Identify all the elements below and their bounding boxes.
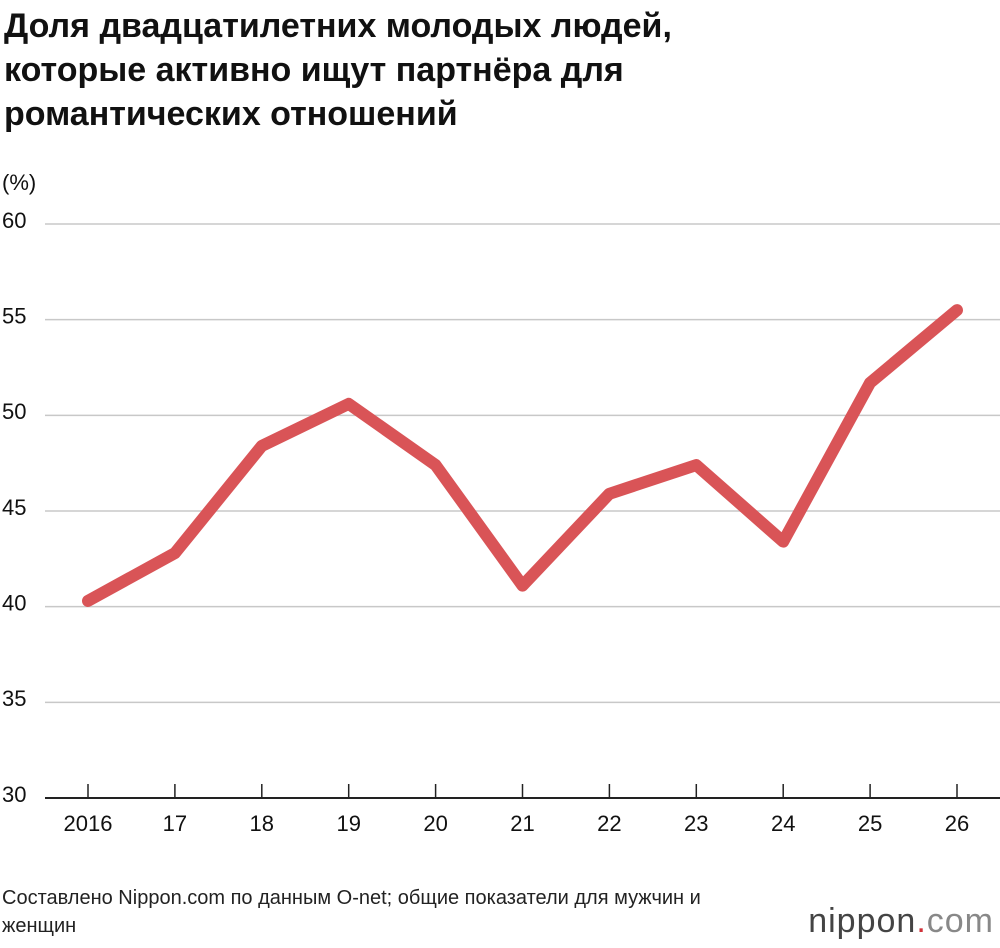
chart-title: Доля двадцатилетних молодых людей, котор… [4, 7, 672, 133]
y-tick-label: 50 [2, 399, 26, 424]
y-tick-label: 35 [2, 686, 26, 711]
logo-name: nippon [808, 902, 917, 940]
x-tick-label: 25 [858, 811, 882, 836]
logo: nippon.com [808, 902, 994, 941]
logo-tld: com [926, 902, 994, 940]
y-tick-label: 30 [2, 782, 26, 807]
data-line [82, 304, 963, 607]
x-tick-label: 17 [163, 811, 187, 836]
source-note: Составлено Nippon.com по данным O-net; о… [2, 887, 701, 937]
x-tick-label: 22 [597, 811, 621, 836]
x-tick-label: 18 [250, 811, 274, 836]
y-axis-label: (%) [2, 170, 36, 195]
x-tick-label: 23 [684, 811, 708, 836]
y-tick-label: 60 [2, 208, 26, 233]
x-tick-label: 20 [423, 811, 447, 836]
y-tick-label: 40 [2, 590, 26, 615]
x-tick-label: 21 [510, 811, 534, 836]
chart: (%) 30 35 40 45 50 55 60 2016 17 18 19 20 21 22 23 24 25… [2, 170, 1000, 836]
x-tick-label: 24 [771, 811, 795, 836]
y-tick-label: 45 [2, 495, 26, 520]
x-tick-label: 26 [945, 811, 969, 836]
x-tick-label: 19 [336, 811, 360, 836]
y-tick-label: 55 [2, 303, 26, 328]
logo-dot: . [916, 902, 927, 940]
x-tick-label: 2016 [64, 811, 113, 836]
